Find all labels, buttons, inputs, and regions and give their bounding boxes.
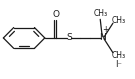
Text: N: N: [99, 33, 106, 42]
Text: +: +: [102, 25, 108, 34]
Text: S: S: [66, 33, 72, 42]
Text: CH₃: CH₃: [112, 51, 126, 59]
Text: CH₃: CH₃: [93, 9, 107, 18]
Text: O: O: [53, 10, 60, 19]
Text: CH₃: CH₃: [112, 16, 126, 25]
Text: I⁻: I⁻: [115, 60, 122, 69]
